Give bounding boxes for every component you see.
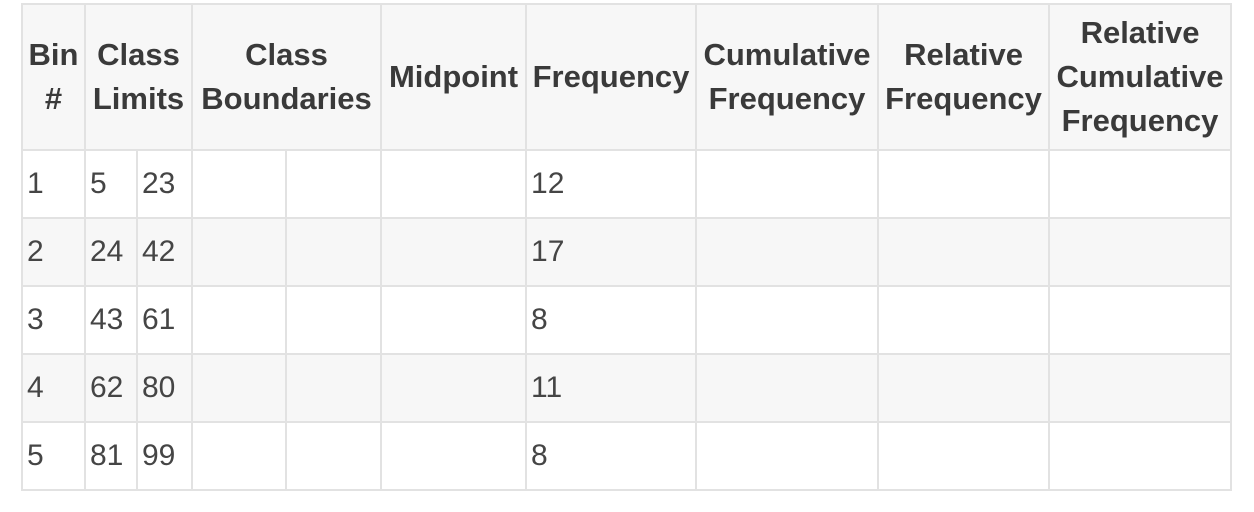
cell-bin: 5 bbox=[21, 421, 86, 491]
cell-cumulative-frequency bbox=[695, 149, 880, 219]
header-class-limits: Class Limits bbox=[83, 3, 194, 151]
header-class-boundaries-line-1: Class bbox=[245, 37, 328, 72]
cell-relative-frequency bbox=[877, 421, 1051, 491]
cell-midpoint bbox=[380, 421, 528, 491]
cell-bin: 2 bbox=[21, 217, 86, 287]
cell-relative-frequency bbox=[877, 353, 1051, 423]
cell-relative-cumulative-frequency bbox=[1048, 217, 1233, 287]
cell-lower-boundary bbox=[191, 285, 288, 355]
header-relative-cumulative-frequency-line-2: Cumulative bbox=[1056, 59, 1224, 94]
cell-lower-limit: 24 bbox=[84, 217, 138, 287]
cell-relative-frequency bbox=[877, 217, 1051, 287]
cell-relative-cumulative-frequency bbox=[1048, 285, 1233, 355]
header-bin-line-1: Bin bbox=[28, 37, 79, 72]
cell-cumulative-frequency bbox=[695, 353, 880, 423]
cell-midpoint bbox=[380, 217, 528, 287]
cell-upper-limit: 23 bbox=[135, 149, 194, 219]
cell-upper-limit: 61 bbox=[135, 285, 194, 355]
table-header-row: Bin # Class Limits Class Boundaries Midp… bbox=[21, 3, 1233, 151]
header-class-limits-line-2: Limits bbox=[92, 81, 185, 116]
cell-frequency: 8 bbox=[525, 285, 698, 355]
header-relative-frequency-line-1: Relative bbox=[904, 37, 1023, 72]
cell-midpoint bbox=[380, 149, 528, 219]
cell-relative-cumulative-frequency bbox=[1048, 353, 1233, 423]
cell-lower-boundary bbox=[191, 149, 288, 219]
cell-upper-boundary bbox=[285, 217, 383, 287]
cell-relative-frequency bbox=[877, 285, 1051, 355]
header-cumulative-frequency: Cumulative Frequency bbox=[695, 3, 880, 151]
cell-upper-boundary bbox=[285, 149, 383, 219]
cell-lower-limit: 62 bbox=[84, 353, 138, 423]
cell-lower-boundary bbox=[191, 353, 288, 423]
cell-cumulative-frequency bbox=[695, 421, 880, 491]
cell-frequency: 11 bbox=[525, 353, 698, 423]
table-row: 1 5 23 12 bbox=[21, 149, 1233, 219]
cell-upper-boundary bbox=[285, 421, 383, 491]
cell-upper-limit: 42 bbox=[135, 217, 194, 287]
header-midpoint: Midpoint bbox=[380, 3, 528, 151]
header-class-boundaries: Class Boundaries bbox=[191, 3, 383, 151]
header-cumulative-frequency-line-1: Cumulative bbox=[703, 37, 871, 72]
header-relative-frequency-line-2: Frequency bbox=[885, 81, 1042, 116]
cell-cumulative-frequency bbox=[695, 217, 880, 287]
cell-upper-boundary bbox=[285, 353, 383, 423]
header-relative-cumulative-frequency-line-3: Frequency bbox=[1061, 103, 1219, 138]
cell-lower-limit: 43 bbox=[84, 285, 138, 355]
table-row: 3 43 61 8 bbox=[21, 285, 1233, 355]
cell-relative-cumulative-frequency bbox=[1048, 421, 1233, 491]
cell-lower-limit: 5 bbox=[84, 149, 138, 219]
header-relative-frequency: Relative Frequency bbox=[877, 3, 1051, 151]
cell-frequency: 12 bbox=[525, 149, 698, 219]
header-bin-line-2: # bbox=[44, 81, 63, 116]
cell-upper-limit: 99 bbox=[135, 421, 194, 491]
header-relative-cumulative-frequency-line-1: Relative bbox=[1080, 15, 1200, 50]
frequency-distribution-table: Bin # Class Limits Class Boundaries Midp… bbox=[21, 3, 1233, 491]
cell-lower-boundary bbox=[191, 421, 288, 491]
table-row: 2 24 42 17 bbox=[21, 217, 1233, 287]
cell-upper-limit: 80 bbox=[135, 353, 194, 423]
cell-lower-limit: 81 bbox=[84, 421, 138, 491]
cell-bin: 1 bbox=[21, 149, 86, 219]
cell-midpoint bbox=[380, 285, 528, 355]
header-frequency-label: Frequency bbox=[532, 59, 690, 94]
cell-cumulative-frequency bbox=[695, 285, 880, 355]
table-row: 4 62 80 11 bbox=[21, 353, 1233, 423]
cell-frequency: 17 bbox=[525, 217, 698, 287]
cell-frequency: 8 bbox=[525, 421, 698, 491]
header-class-boundaries-line-2: Boundaries bbox=[201, 81, 372, 116]
cell-bin: 4 bbox=[21, 353, 86, 423]
cell-bin: 3 bbox=[21, 285, 86, 355]
header-frequency: Frequency bbox=[525, 3, 698, 151]
cell-lower-boundary bbox=[191, 217, 288, 287]
header-cumulative-frequency-line-2: Frequency bbox=[708, 81, 866, 116]
cell-relative-frequency bbox=[877, 149, 1051, 219]
header-bin: Bin # bbox=[21, 3, 86, 151]
header-midpoint-label: Midpoint bbox=[388, 59, 519, 94]
header-relative-cumulative-frequency: Relative Cumulative Frequency bbox=[1048, 3, 1233, 151]
header-class-limits-line-1: Class bbox=[97, 37, 180, 72]
table-row: 5 81 99 8 bbox=[21, 421, 1233, 491]
cell-upper-boundary bbox=[285, 285, 383, 355]
cell-midpoint bbox=[380, 353, 528, 423]
cell-relative-cumulative-frequency bbox=[1048, 149, 1233, 219]
